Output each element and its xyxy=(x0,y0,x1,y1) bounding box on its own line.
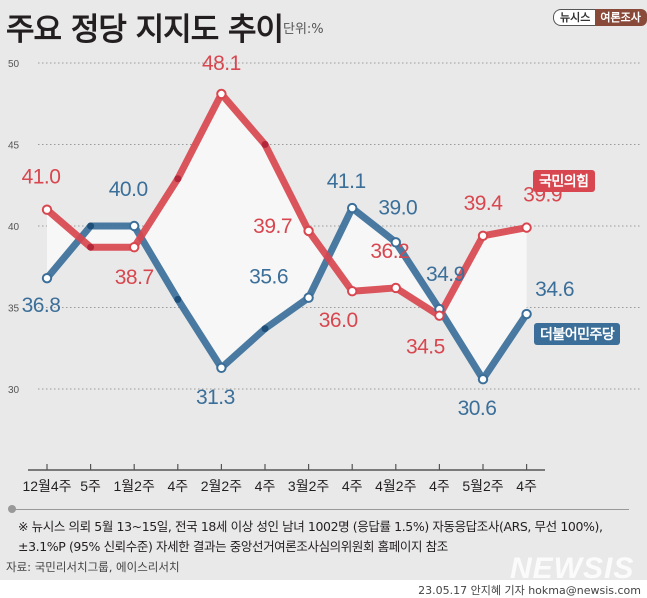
data-label-dp: 34.6 xyxy=(535,278,574,301)
x-tick-label: 4주 xyxy=(167,478,188,494)
minor-point-ppp xyxy=(261,141,269,148)
source-text: 자료: 국민리서치그룹, 에이스리서치 xyxy=(6,560,180,574)
minor-point-dp xyxy=(87,222,95,230)
y-tick-label: 50 xyxy=(8,59,20,70)
point-dp xyxy=(216,362,227,374)
point-ppp xyxy=(477,230,489,241)
data-label-ppp: 36.0 xyxy=(319,309,358,332)
x-tick-label: 5주 xyxy=(80,478,101,494)
y-tick-label: 45 xyxy=(8,141,20,152)
x-tick-label: 1월2주 xyxy=(114,478,155,494)
point-dp xyxy=(303,292,314,303)
minor-point-dp xyxy=(261,325,269,333)
x-axis: 12월4주 5주 1월2주 4주 2월2주 4주 3월2주 4주 4월2주 4주 5월2주 4주 xyxy=(22,464,545,494)
x-tick-label: 3월2주 xyxy=(288,478,329,494)
legend-ppp: 국민의힘 xyxy=(533,170,595,192)
data-label-ppp: 39.7 xyxy=(253,215,292,238)
y-axis-ticks: 50 45 40 35 30 xyxy=(8,59,20,396)
data-label-ppp: 39.4 xyxy=(464,192,504,215)
data-label-dp: 41.1 xyxy=(327,170,366,193)
x-tick-label: 4주 xyxy=(255,478,276,494)
brand-badge: 뉴시스 여론조사 xyxy=(553,9,647,26)
y-tick-label: 40 xyxy=(8,222,20,233)
brand-poll: 여론조사 xyxy=(595,9,647,26)
separator-line xyxy=(12,509,629,510)
point-ppp xyxy=(129,241,140,253)
x-tick-label: 4월2주 xyxy=(375,478,416,494)
point-dp xyxy=(347,202,358,214)
x-tick-label: 4주 xyxy=(429,478,450,494)
point-dp xyxy=(390,237,401,248)
point-ppp xyxy=(303,225,314,237)
data-label-dp: 39.0 xyxy=(378,196,417,219)
data-label-dp: 40.0 xyxy=(109,178,148,201)
chart-title: 주요 정당 지지도 추이 xyxy=(6,12,284,48)
x-tick-label: 4주 xyxy=(516,478,537,494)
unit-label: 단위:% xyxy=(283,22,324,37)
minor-point-ppp xyxy=(87,243,95,251)
line-dp xyxy=(43,204,531,383)
point-dp xyxy=(41,272,53,284)
survey-note-line1: ※ 뉴시스 의뢰 5월 13~15일, 전국 18세 이상 성인 남녀 1002… xyxy=(18,519,603,534)
data-label-dp: 34.9 xyxy=(426,263,465,286)
data-label-ppp: 38.7 xyxy=(115,266,154,289)
x-tick-label: 2월2주 xyxy=(201,478,242,494)
point-ppp xyxy=(390,282,401,294)
point-dp xyxy=(477,374,489,385)
series-points xyxy=(41,88,532,385)
data-label-ppp: 36.2 xyxy=(370,240,409,263)
point-ppp xyxy=(41,204,53,215)
data-labels: 36.8 40.0 31.3 35.6 41.1 39.0 34.9 30.6 34.6 41.0… xyxy=(22,52,575,420)
brand-newsis: 뉴시스 xyxy=(553,9,596,26)
gap-band xyxy=(47,93,527,380)
point-ppp xyxy=(347,286,358,297)
credit-text: 23.05.17 안지혜 기자 hokma@newsis.com xyxy=(418,584,641,597)
data-label-ppp: 34.5 xyxy=(406,336,445,359)
y-tick-label: 30 xyxy=(8,385,20,396)
point-ppp xyxy=(216,88,227,100)
point-ppp xyxy=(434,310,445,321)
minor-point-dp xyxy=(174,295,182,303)
data-label-dp: 35.6 xyxy=(249,266,288,289)
x-tick-label: 4주 xyxy=(342,478,363,494)
point-dp xyxy=(521,308,532,320)
survey-note-line2: ±3.1%P (95% 신뢰수준) 자세한 결과는 중앙선거여론조사심의위원회 … xyxy=(18,539,448,554)
data-label-dp: 30.6 xyxy=(458,397,497,420)
survey-note: ※ 뉴시스 의뢰 5월 13~15일, 전국 18세 이상 성인 남녀 1002… xyxy=(18,517,603,557)
data-label-dp: 36.8 xyxy=(22,294,61,317)
newsis-watermark: NEWSIS xyxy=(510,552,635,585)
point-dp xyxy=(129,220,140,232)
data-label-dp: 31.3 xyxy=(196,386,235,409)
minor-point-ppp xyxy=(174,175,182,183)
legend-dp: 더불어민주당 xyxy=(534,323,621,345)
point-ppp xyxy=(521,222,532,233)
data-label-ppp: 48.1 xyxy=(202,52,241,75)
series-lines xyxy=(43,90,531,383)
x-tick-label: 5월2주 xyxy=(462,478,503,494)
x-tick-label: 12월4주 xyxy=(22,478,71,494)
footer-bar xyxy=(0,580,647,598)
data-label-ppp: 41.0 xyxy=(22,166,61,189)
y-tick-label: 35 xyxy=(8,304,20,315)
line-ppp xyxy=(43,90,531,320)
